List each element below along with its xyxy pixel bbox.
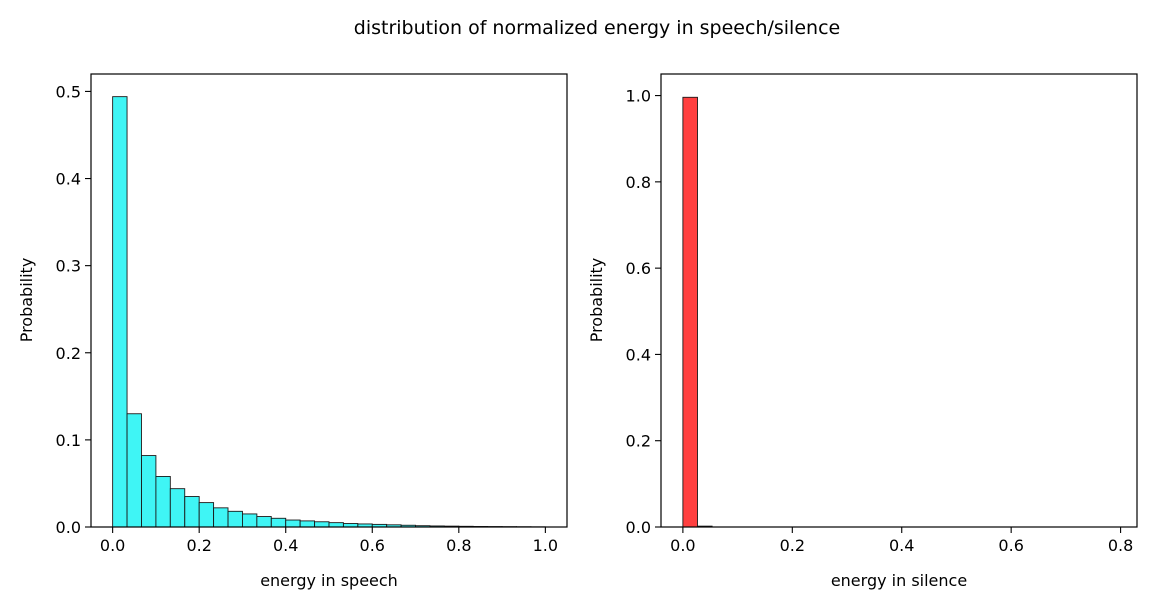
speech-y-tick-label: 0.3 — [56, 257, 81, 276]
speech-plot-frame — [90, 73, 568, 528]
speech-x-ticks: 0.0 0.2 0.4 0.6 0.8 1.0 — [100, 527, 558, 555]
silence-y-tick-label: 0.8 — [626, 173, 651, 192]
speech-bar — [141, 455, 157, 528]
speech-bar — [299, 520, 315, 528]
silence-x-tick-label: 0.8 — [1108, 536, 1133, 555]
silence-x-tick-label: 0.2 — [780, 536, 805, 555]
silence-bar — [682, 96, 698, 528]
silence-x-tick-label: 0.0 — [670, 536, 695, 555]
speech-x-tick-label: 0.6 — [360, 536, 385, 555]
silence-plot-frame — [660, 73, 1138, 528]
speech-y-tick-label: 0.4 — [56, 170, 81, 189]
silence-bars — [682, 96, 713, 528]
silence-y-tick-label: 0.4 — [626, 345, 651, 364]
speech-y-ticks: 0.0 0.1 0.2 0.3 0.4 0.5 — [56, 82, 91, 537]
speech-bar — [198, 502, 215, 528]
figure-title: distribution of normalized energy in spe… — [354, 17, 840, 39]
speech-bar — [155, 476, 171, 528]
chart-speech: 0.0 0.2 0.4 0.6 0.8 1.0 0.0 0.1 0.2 0.3 0.4 0.5 en… — [17, 73, 568, 590]
speech-x-tick-label: 0.2 — [186, 536, 211, 555]
speech-bar — [169, 488, 186, 528]
speech-bar — [314, 521, 330, 528]
speech-y-axis-label: Probability — [17, 258, 36, 343]
speech-x-axis-label: energy in speech — [260, 571, 398, 590]
speech-bar — [270, 517, 287, 528]
speech-x-tick-label: 1.0 — [533, 536, 558, 555]
speech-x-tick-label: 0.0 — [100, 536, 125, 555]
chart-silence: 0.0 0.2 0.4 0.6 0.8 0.0 0.2 0.4 0.6 0.8 1.0 energ… — [587, 73, 1138, 590]
speech-bar — [213, 507, 229, 528]
silence-y-tick-label: 1.0 — [626, 87, 651, 106]
silence-x-axis-label: energy in silence — [831, 571, 967, 590]
silence-x-tick-label: 0.4 — [889, 536, 914, 555]
speech-y-tick-label: 0.5 — [56, 82, 81, 101]
speech-bar — [242, 513, 258, 528]
speech-x-tick-label: 0.4 — [273, 536, 298, 555]
silence-y-tick-label: 0.2 — [626, 432, 651, 451]
speech-bar — [328, 522, 344, 528]
speech-bar — [256, 516, 272, 528]
silence-y-axis-label: Probability — [587, 258, 606, 343]
silence-x-ticks: 0.0 0.2 0.4 0.6 0.8 — [670, 527, 1133, 555]
speech-y-tick-label: 0.0 — [56, 518, 81, 537]
speech-bar — [285, 519, 301, 528]
speech-bar — [227, 510, 243, 528]
speech-bar — [112, 96, 128, 528]
speech-bar — [184, 496, 200, 528]
speech-x-tick-label: 0.8 — [446, 536, 471, 555]
silence-y-tick-label: 0.0 — [626, 518, 651, 537]
silence-y-ticks: 0.0 0.2 0.4 0.6 0.8 1.0 — [626, 87, 661, 537]
speech-y-tick-label: 0.2 — [56, 344, 81, 363]
speech-bars — [112, 96, 546, 528]
silence-y-tick-label: 0.6 — [626, 259, 651, 278]
silence-x-tick-label: 0.6 — [998, 536, 1023, 555]
speech-bar — [126, 413, 142, 528]
speech-y-tick-label: 0.1 — [56, 431, 81, 450]
